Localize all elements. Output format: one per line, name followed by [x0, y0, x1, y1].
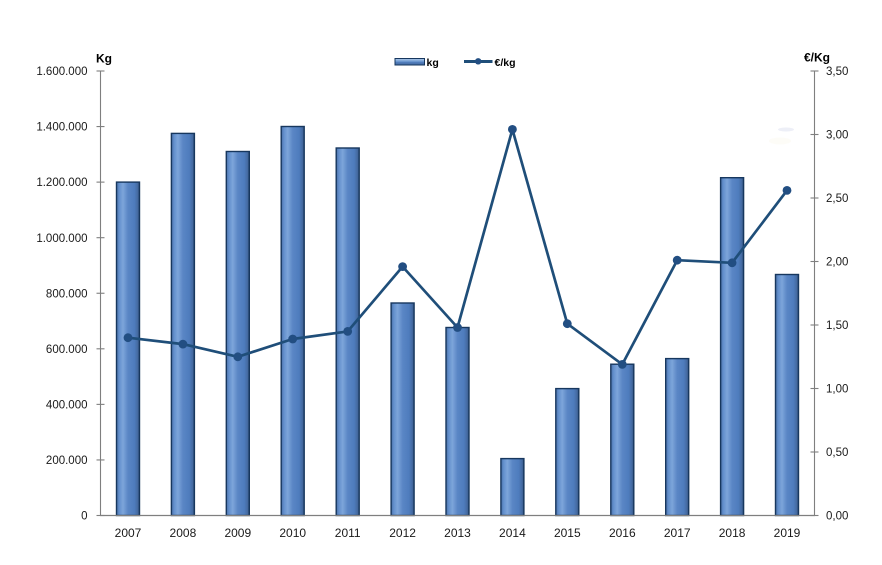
svg-text:1,00: 1,00 — [826, 384, 848, 396]
svg-text:1.400.000: 1.400.000 — [36, 122, 87, 134]
svg-text:800.000: 800.000 — [46, 288, 88, 300]
svg-text:2,00: 2,00 — [826, 257, 848, 269]
svg-text:2016: 2016 — [609, 526, 636, 540]
svg-text:2019: 2019 — [774, 526, 801, 540]
svg-text:400.000: 400.000 — [46, 399, 88, 411]
svg-text:€/Kg: €/Kg — [804, 50, 830, 64]
svg-text:2,50: 2,50 — [826, 193, 848, 205]
svg-text:2010: 2010 — [279, 526, 306, 540]
svg-text:600.000: 600.000 — [46, 344, 88, 356]
svg-text:kg: kg — [427, 57, 439, 69]
svg-text:2015: 2015 — [554, 526, 581, 540]
svg-text:2011: 2011 — [335, 526, 361, 540]
svg-text:3,00: 3,00 — [826, 130, 848, 142]
svg-text:2013: 2013 — [444, 526, 471, 540]
svg-text:2017: 2017 — [664, 526, 691, 540]
svg-text:1.600.000: 1.600.000 — [36, 66, 87, 78]
svg-text:Kg: Kg — [96, 52, 112, 66]
svg-text:200.000: 200.000 — [46, 455, 88, 467]
svg-text:2012: 2012 — [389, 526, 416, 540]
svg-text:0: 0 — [81, 511, 87, 523]
svg-text:1.000.000: 1.000.000 — [36, 233, 87, 245]
svg-text:3,50: 3,50 — [826, 66, 848, 78]
svg-text:2009: 2009 — [224, 526, 251, 540]
svg-text:2014: 2014 — [499, 526, 526, 540]
svg-text:2018: 2018 — [719, 526, 746, 540]
svg-text:2007: 2007 — [115, 526, 142, 540]
svg-text:2008: 2008 — [170, 526, 197, 540]
svg-text:0,00: 0,00 — [826, 511, 848, 523]
svg-text:1,50: 1,50 — [826, 320, 848, 332]
svg-text:€/kg: €/kg — [495, 57, 516, 69]
svg-text:1.200.000: 1.200.000 — [36, 177, 87, 189]
svg-text:0,50: 0,50 — [826, 447, 848, 459]
